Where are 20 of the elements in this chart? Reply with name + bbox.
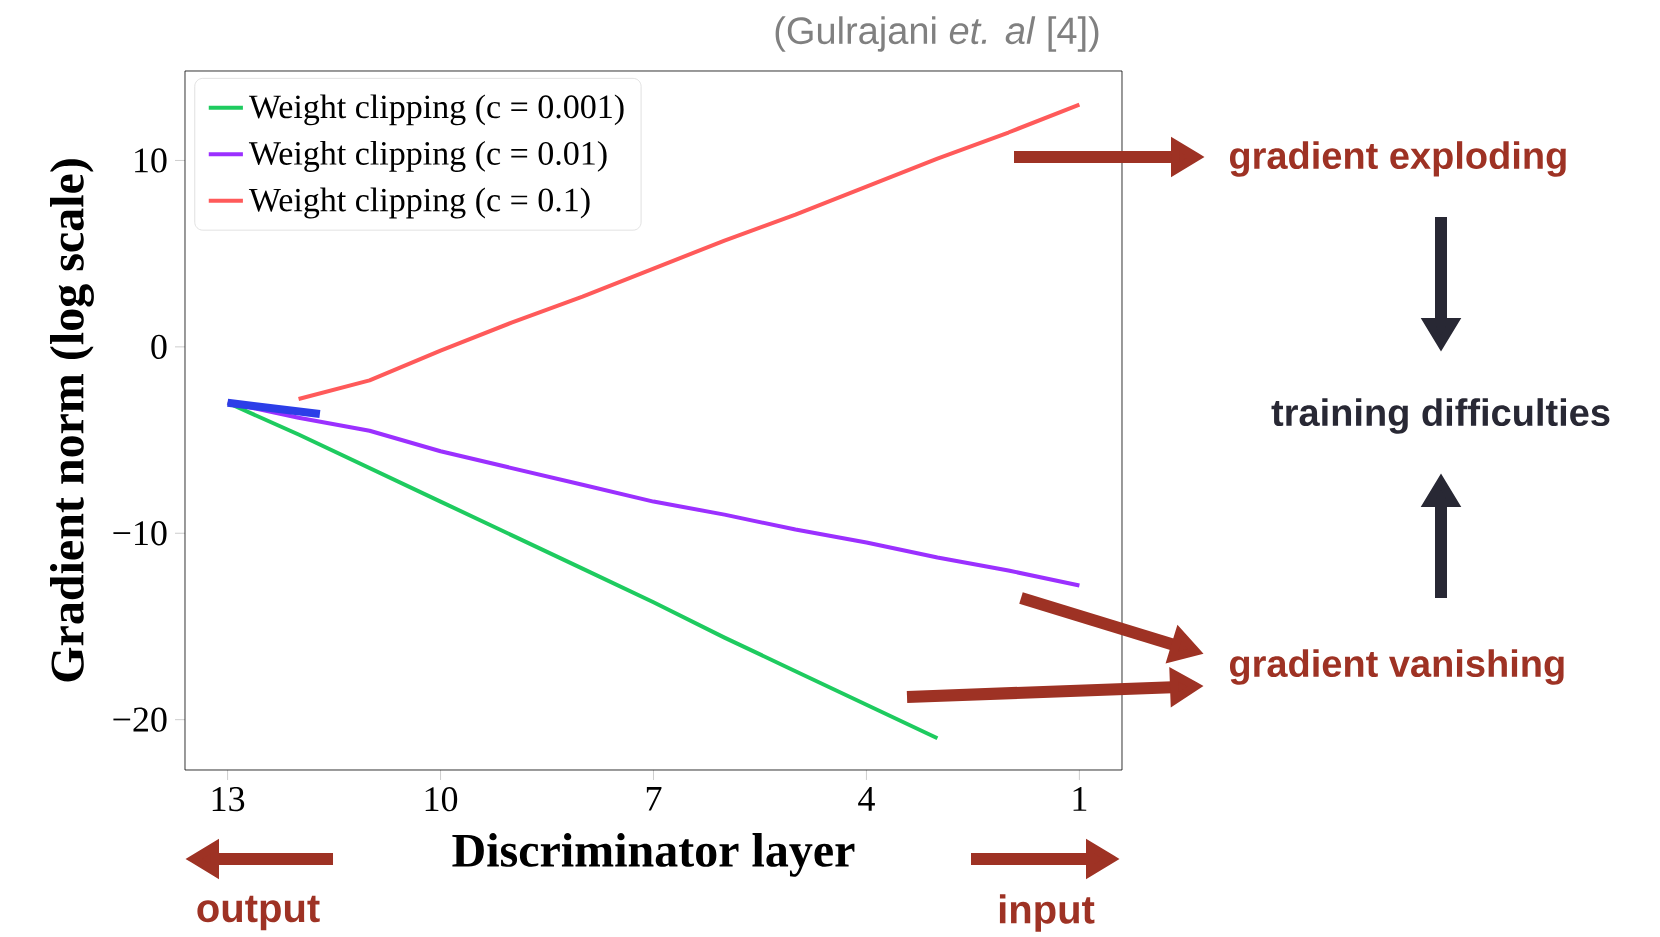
text: (Gulrajani et. al [4]) [775,16,1099,52]
y-tick-label: −20 [113,707,167,732]
x-axis-title: Discriminator layer [452,833,855,877]
x-tick-label: 4 [858,787,875,811]
text: output [197,895,320,931]
x-tick-label: 7 [646,787,662,811]
legend-label: Weight clipping (c = 0.1) [248,187,590,219]
y-tick-label: 10 [135,148,167,173]
x-tick-label: 1 [1073,787,1087,811]
text: gradient exploding [1229,141,1566,177]
y-tick-label: 0 [151,334,167,359]
y-tick-label: −10 [113,521,167,546]
x-tick-label: 10 [425,787,458,812]
x-tick-label: 13 [212,787,245,812]
text: training difficulties [1271,398,1610,434]
legend-label: Weight clipping (c = 0.01) [248,140,607,172]
text: gradient vanishing [1229,649,1564,685]
legend-label: Weight clipping (c = 0.001) [248,94,624,126]
text: input [999,894,1095,932]
y-axis-title: Gradient norm (log scale) [49,159,94,682]
